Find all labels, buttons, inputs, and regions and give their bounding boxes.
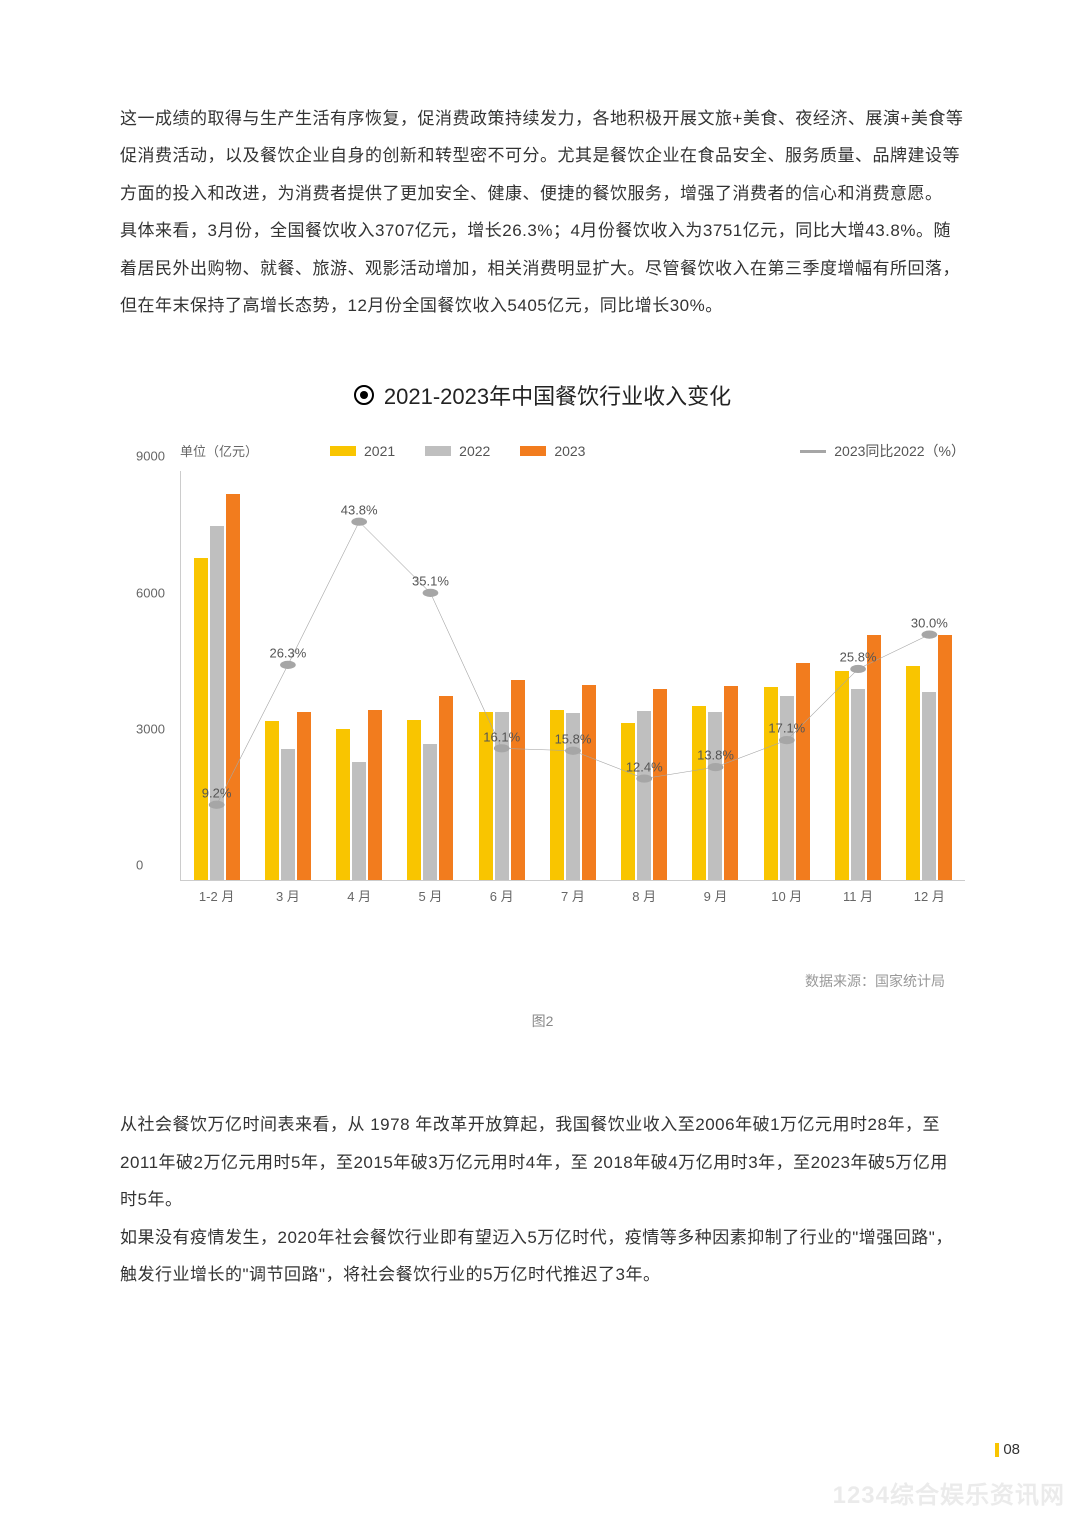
bar <box>621 723 635 880</box>
x-label: 4 月 <box>347 886 371 905</box>
month-group: 3 月 <box>252 471 323 880</box>
bar <box>439 696 453 880</box>
bar <box>692 706 706 880</box>
chart-area: 单位（亿元） 2021 2022 2023 2023同比2022（%） 0300… <box>130 441 965 921</box>
bar <box>352 762 366 880</box>
x-label: 9 月 <box>704 886 728 905</box>
bar <box>265 721 279 881</box>
page-number: 08 <box>995 1441 1020 1458</box>
x-label: 8 月 <box>632 886 656 905</box>
bar <box>906 666 920 880</box>
x-label: 12 月 <box>914 886 945 905</box>
x-label: 6 月 <box>490 886 514 905</box>
pct-label: 15.8% <box>555 732 592 747</box>
bar <box>297 712 311 880</box>
x-label: 7 月 <box>561 886 585 905</box>
pct-label: 35.1% <box>412 574 449 589</box>
month-group: 10 月 <box>751 471 822 880</box>
unit-label: 单位（亿元） <box>180 441 258 460</box>
x-label: 10 月 <box>771 886 802 905</box>
bar <box>724 686 738 881</box>
bar <box>511 680 525 880</box>
bar <box>922 692 936 881</box>
legend-change: 2023同比2022（%） <box>800 441 965 461</box>
month-group: 8 月 <box>609 471 680 880</box>
bar <box>938 635 952 881</box>
bar <box>194 558 208 880</box>
legend-2022: 2022 <box>425 443 490 459</box>
chart-legend: 2021 2022 2023 2023同比2022（%） <box>330 441 965 461</box>
month-group: 12 月 <box>894 471 965 880</box>
pct-label: 12.4% <box>626 759 663 774</box>
bar <box>281 749 295 881</box>
paragraph-4: 如果没有疫情发生，2020年社会餐饮行业即有望迈入5万亿时代，疫情等多种因素抑制… <box>120 1219 965 1294</box>
source-label: 数据来源：国家统计局 <box>120 971 945 991</box>
x-label: 1-2 月 <box>199 886 234 905</box>
month-group: 4 月 <box>324 471 395 880</box>
pct-label: 43.8% <box>341 503 378 518</box>
x-label: 5 月 <box>419 886 443 905</box>
paragraph-1: 这一成绩的取得与生产生活有序恢复，促消费政策持续发力，各地积极开展文旅+美食、夜… <box>120 100 965 212</box>
x-label: 3 月 <box>276 886 300 905</box>
bar <box>708 712 722 880</box>
chart-title: 2021-2023年中国餐饮行业收入变化 <box>384 379 731 411</box>
bar <box>653 689 667 880</box>
month-group: 7 月 <box>537 471 608 880</box>
bullseye-icon <box>354 385 374 405</box>
bar <box>867 635 881 880</box>
bar <box>582 685 596 880</box>
figure-label: 图2 <box>120 1011 965 1031</box>
pct-label: 17.1% <box>768 721 805 736</box>
paragraph-2: 具体来看，3月份，全国餐饮收入3707亿元，增长26.3%；4月份餐饮收入为37… <box>120 212 965 324</box>
bar <box>210 526 224 880</box>
pct-label: 13.8% <box>697 748 734 763</box>
y-tick: 3000 <box>136 722 165 737</box>
pct-label: 26.3% <box>269 646 306 661</box>
pct-label: 16.1% <box>483 729 520 744</box>
legend-2023: 2023 <box>520 443 585 459</box>
bar <box>835 671 849 880</box>
pct-label: 30.0% <box>911 615 948 630</box>
bar <box>637 711 651 880</box>
pct-label: 25.8% <box>840 650 877 665</box>
bar <box>407 720 421 880</box>
pct-label: 9.2% <box>202 786 232 801</box>
bar <box>796 663 810 880</box>
chart-plot: 03000600090001-2 月3 月4 月5 月6 月7 月8 月9 月1… <box>180 471 965 881</box>
month-group: 9 月 <box>680 471 751 880</box>
y-tick: 6000 <box>136 585 165 600</box>
bar <box>336 729 350 880</box>
y-tick: 9000 <box>136 449 165 464</box>
month-group: 5 月 <box>395 471 466 880</box>
month-group: 11 月 <box>822 471 893 880</box>
y-tick: 0 <box>136 858 143 873</box>
bar <box>368 710 382 880</box>
watermark: 1234综合娱乐资讯网 <box>833 1475 1065 1510</box>
bar <box>226 494 240 880</box>
bar <box>764 687 778 880</box>
bar <box>423 744 437 880</box>
x-label: 11 月 <box>843 886 873 905</box>
legend-2021: 2021 <box>330 443 395 459</box>
month-group: 6 月 <box>466 471 537 880</box>
bar <box>851 689 865 880</box>
month-group: 1-2 月 <box>181 471 252 880</box>
paragraph-3: 从社会餐饮万亿时间表来看，从 1978 年改革开放算起，我国餐饮业收入至2006… <box>120 1106 965 1218</box>
chart-section: 2021-2023年中国餐饮行业收入变化 单位（亿元） 2021 2022 20… <box>120 379 965 1031</box>
